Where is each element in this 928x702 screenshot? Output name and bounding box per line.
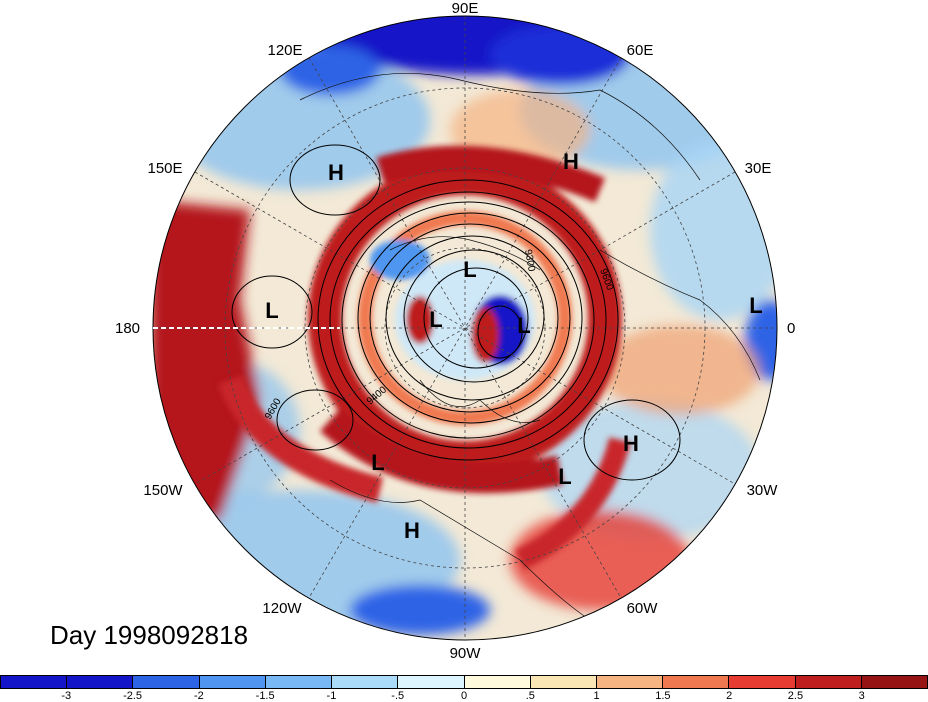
colorbar-tick-label: 2.5 bbox=[787, 690, 804, 702]
colorbar-swatch bbox=[728, 675, 795, 689]
lon-label-90w: 90W bbox=[449, 645, 481, 662]
colorbar-swatch bbox=[662, 675, 729, 689]
anomaly-field bbox=[153, 16, 777, 640]
lon-label-120w: 120W bbox=[262, 600, 302, 617]
colorbar-tick-label: 2 bbox=[726, 690, 733, 702]
pressure-marker: L bbox=[517, 313, 531, 338]
colorbar-tick-label: .5 bbox=[525, 690, 535, 702]
colorbar-swatch bbox=[331, 675, 398, 689]
colorbar-tick-label: -3 bbox=[61, 690, 72, 702]
colorbar-tick-label: -2 bbox=[193, 690, 204, 702]
colorbar-tick-label: 0 bbox=[460, 690, 468, 702]
colorbar-swatch bbox=[397, 675, 464, 689]
day-caption: Day 1998092818 bbox=[50, 620, 249, 650]
colorbar-swatch bbox=[198, 675, 265, 689]
lon-label-180: 180 bbox=[115, 320, 141, 337]
pressure-marker: L bbox=[749, 293, 763, 318]
colorbar-tick-label: -1.5 bbox=[255, 690, 275, 702]
coastlines bbox=[299, 73, 761, 621]
lon-label-60w: 60W bbox=[626, 600, 658, 617]
colorbar-swatch bbox=[794, 675, 861, 689]
lon-label-0: 0 bbox=[787, 320, 796, 337]
pressure-marker: L bbox=[429, 307, 443, 332]
colorbar-swatch bbox=[860, 675, 928, 689]
lon-label-90e: 90E bbox=[451, 0, 479, 17]
colorbar-tick-label: -.5 bbox=[391, 690, 405, 702]
colorbar-swatch bbox=[0, 675, 67, 689]
pressure-marker: L bbox=[265, 298, 279, 323]
pressure-marker: H bbox=[623, 431, 639, 456]
lon-label-60e: 60E bbox=[626, 42, 654, 59]
colorbar-tick-label: -1 bbox=[326, 690, 337, 702]
colorbar-swatch bbox=[132, 675, 199, 689]
pressure-marker: H bbox=[404, 518, 420, 543]
geopotential-contours bbox=[231, 144, 681, 481]
lon-label-120e: 120E bbox=[267, 42, 303, 59]
lon-label-150e: 150E bbox=[147, 160, 183, 177]
pressure-marker: H bbox=[328, 160, 344, 185]
pressure-marker: H bbox=[563, 149, 579, 174]
colorbar-swatch bbox=[66, 675, 133, 689]
lon-label-30e: 30E bbox=[744, 160, 772, 177]
colorbar-swatch bbox=[264, 675, 332, 689]
pressure-marker: L bbox=[558, 464, 572, 489]
colorbar-tick-label: 1.5 bbox=[655, 690, 671, 702]
colorbar-swatch bbox=[463, 675, 530, 689]
colorbar-tick-label: 3 bbox=[858, 690, 865, 702]
colorbar bbox=[0, 675, 928, 689]
colorbar-swatch bbox=[595, 675, 663, 689]
colorbar-tick-label: -2.5 bbox=[123, 690, 143, 702]
colorbar-swatch bbox=[529, 675, 596, 689]
colorbar-tick-label: 1 bbox=[593, 690, 600, 702]
pressure-marker: L bbox=[463, 257, 477, 282]
contour-label: 9300 bbox=[522, 249, 537, 273]
pressure-marker: L bbox=[371, 450, 385, 475]
lon-label-30w: 30W bbox=[746, 482, 778, 499]
lon-label-150w: 150W bbox=[143, 482, 183, 499]
